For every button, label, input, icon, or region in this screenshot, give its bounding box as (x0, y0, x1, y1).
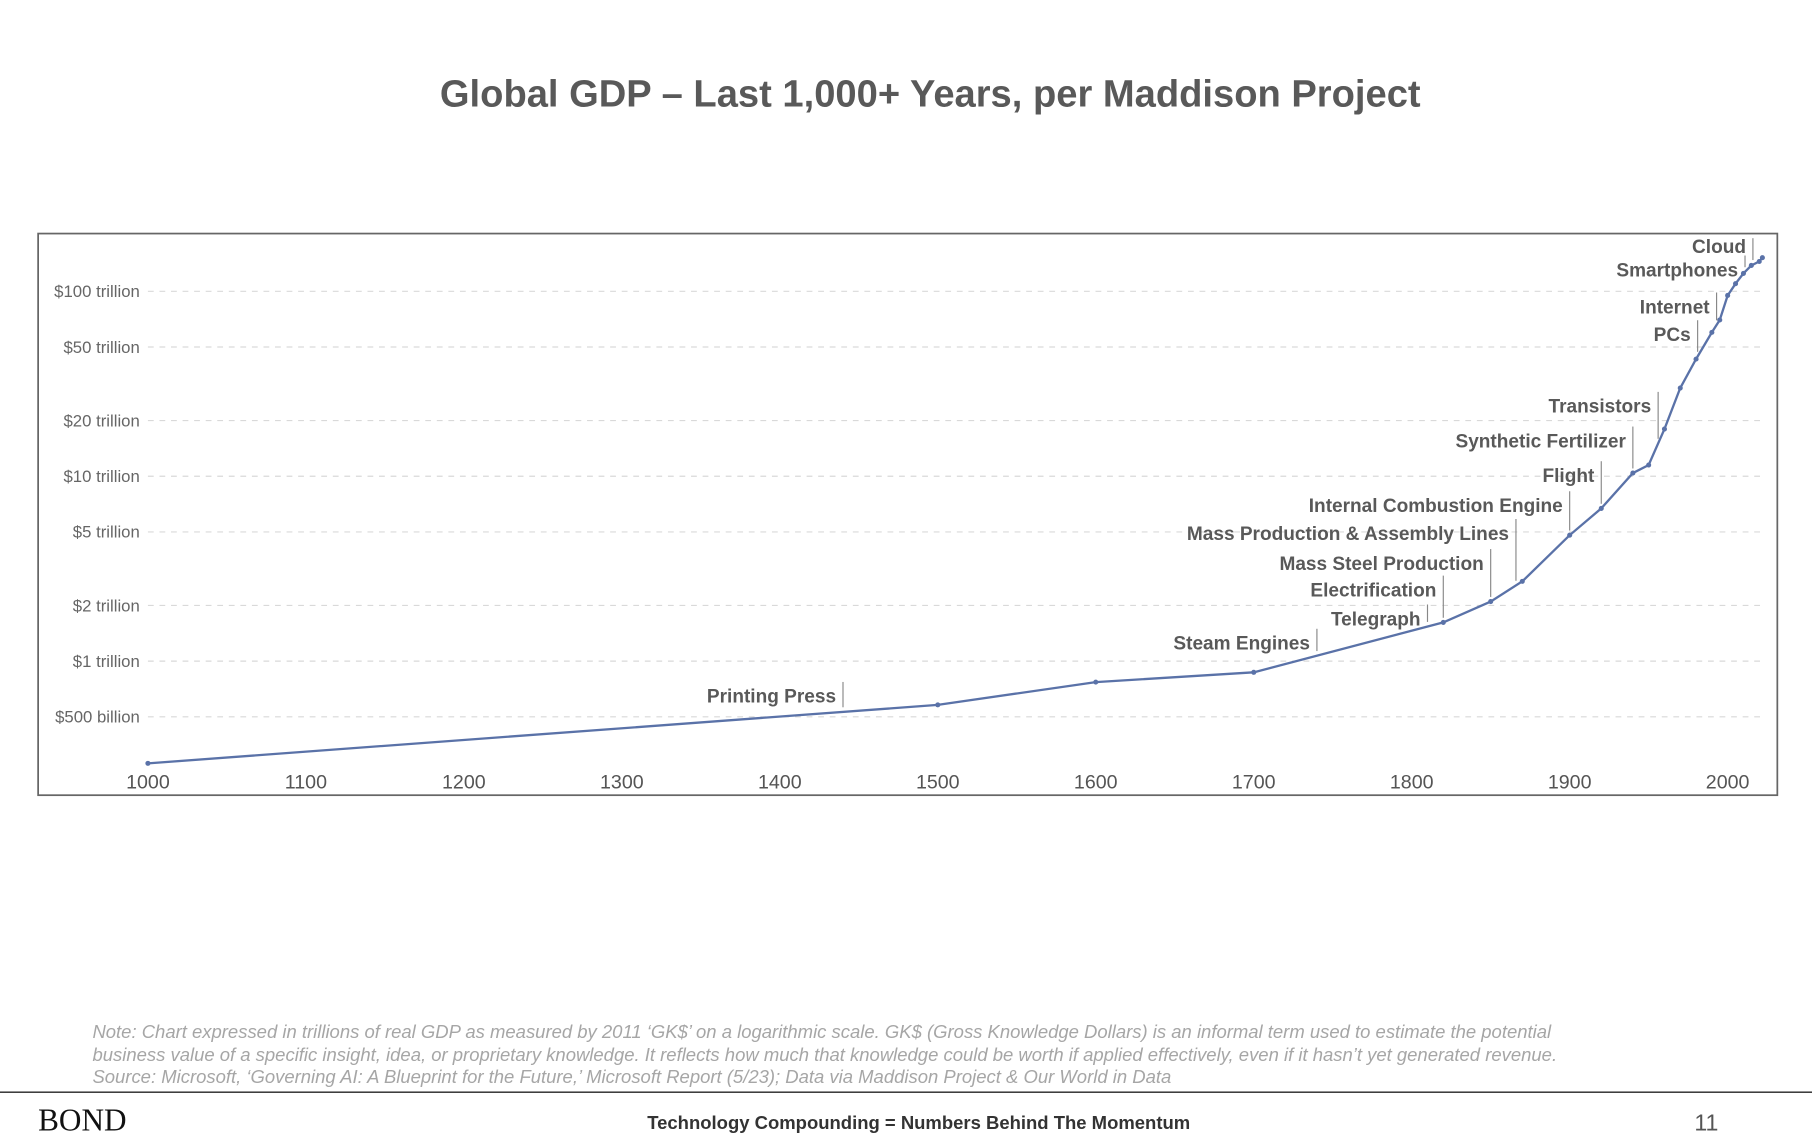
data-point (1677, 385, 1683, 391)
annotation-label: Flight (1542, 466, 1594, 487)
data-point (1251, 669, 1257, 675)
x-tick-label: 2000 (1706, 771, 1750, 793)
data-point (935, 702, 941, 708)
gdp-series (145, 255, 1765, 766)
data-point (1598, 505, 1604, 511)
data-point (1740, 270, 1746, 276)
data-point (1488, 599, 1494, 605)
x-tick-label: 1700 (1232, 771, 1276, 793)
y-tick-label: $20 trillion (63, 411, 139, 430)
annotation-label: Telegraph (1331, 609, 1421, 630)
y-tick-label: $50 trillion (63, 338, 139, 357)
data-point (1646, 462, 1652, 468)
y-axis-ticks: $100 trillion $50 trillion $20 trillion $10… (54, 282, 140, 726)
x-tick-label: 1800 (1390, 771, 1434, 793)
annotation-label: Cloud (1692, 237, 1746, 258)
x-tick-label: 1600 (1074, 771, 1118, 793)
data-point (1725, 292, 1731, 299)
y-tick-label: $100 trillion (54, 282, 140, 301)
footer-tagline: Technology Compounding = Numbers Behind … (647, 1112, 1190, 1133)
x-tick-label: 1100 (285, 771, 327, 793)
annotation-label: Internal Combustion Engine (1309, 496, 1563, 517)
annotation-label: Internet (1640, 297, 1711, 318)
annotation-label: Electrification (1310, 580, 1436, 601)
gdp-line (147, 256, 1764, 765)
annotation-label: Smartphones (1616, 260, 1738, 281)
annotation-label: PCs (1654, 325, 1691, 346)
gridlines (147, 290, 1766, 718)
data-point (1748, 262, 1754, 269)
data-point (1732, 281, 1739, 287)
x-tick-label: 1200 (442, 771, 486, 793)
note-source: Source: Microsoft, ‘Governing AI: A Blue… (92, 1066, 1171, 1087)
note-line-1: Note: Chart expressed in trillions of re… (92, 1021, 1552, 1042)
bond-logo: BOND (38, 1102, 126, 1137)
data-point (1440, 619, 1446, 625)
y-tick-label: $5 trillion (73, 523, 140, 542)
x-tick-label: 1300 (600, 771, 644, 793)
x-tick-label: 1400 (758, 771, 802, 793)
data-point (1709, 329, 1715, 335)
data-point (1093, 679, 1099, 685)
data-point (1661, 426, 1667, 432)
y-tick-label: $2 trillion (73, 596, 140, 615)
data-point (1756, 258, 1762, 265)
data-point (1567, 532, 1573, 538)
data-point (1630, 470, 1636, 476)
x-tick-label: 1500 (916, 771, 960, 793)
chart-frame (37, 232, 1779, 797)
annotations: Printing Press Steam Engines Telegraph Elec… (707, 237, 1754, 708)
y-tick-label: $500 billion (55, 708, 140, 727)
x-tick-label: 1900 (1548, 771, 1592, 793)
y-tick-label: $10 trillion (63, 467, 139, 486)
x-axis-ticks: 1000 1100 1200 1300 1400 1500 1600 1700 1800 1900… (126, 771, 1749, 793)
annotation-label: Printing Press (707, 687, 836, 708)
page-number: 11 (1694, 1109, 1718, 1135)
annotation-label: Transistors (1549, 397, 1652, 418)
annotation-label: Mass Production & Assembly Lines (1187, 524, 1509, 545)
chart-title: Global GDP – Last 1,000+ Years, per Madd… (440, 72, 1421, 115)
data-point (1519, 578, 1525, 584)
data-point (1693, 356, 1699, 362)
data-point (1717, 317, 1723, 323)
x-tick-label: 1000 (126, 771, 170, 793)
footnote: Note: Chart expressed in trillions of re… (92, 1021, 1557, 1087)
note-line-2: business value of a specific insight, id… (92, 1044, 1557, 1065)
data-point (145, 760, 151, 766)
y-tick-label: $1 trillion (73, 652, 140, 671)
annotation-label: Mass Steel Production (1279, 554, 1483, 575)
annotation-label: Steam Engines (1173, 634, 1310, 655)
data-point (1759, 255, 1765, 261)
annotation-label: Synthetic Fertilizer (1456, 431, 1627, 452)
